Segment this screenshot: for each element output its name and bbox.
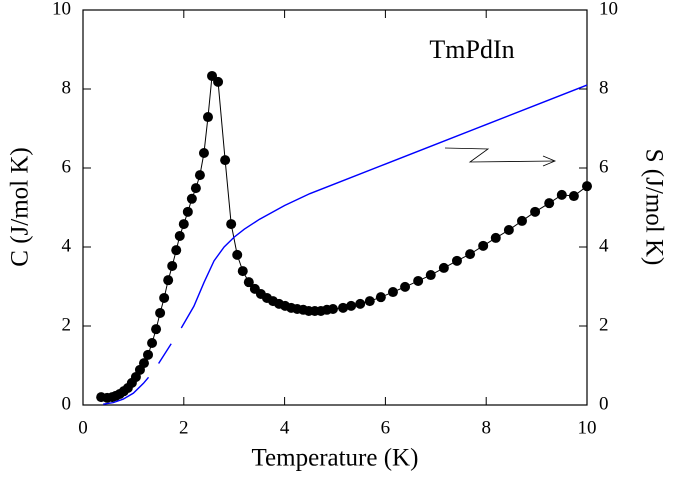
y-tick-label: 2 <box>62 314 72 335</box>
x-tick-label: 8 <box>481 417 491 438</box>
data-point <box>568 191 579 202</box>
arrow <box>444 147 557 167</box>
data-point <box>159 292 170 303</box>
y2-tick-label: 2 <box>599 314 609 335</box>
data-point <box>213 76 224 87</box>
data-point <box>143 349 154 360</box>
connecting-line <box>101 74 588 399</box>
y2-axis-label: S (J/mol K) <box>640 149 667 266</box>
y-tick-label: 8 <box>62 77 72 98</box>
y-tick-label: 4 <box>62 235 72 256</box>
y2-tick-label: 6 <box>599 156 609 177</box>
data-point <box>182 206 193 217</box>
data-point <box>413 275 424 286</box>
x-tick-label: 6 <box>381 417 391 438</box>
data-point <box>220 155 231 166</box>
y-tick-label: 10 <box>52 0 71 19</box>
data-point <box>243 277 254 288</box>
y2-tick-label: 0 <box>599 393 609 414</box>
x-tick-label: 0 <box>78 417 88 438</box>
data-point <box>425 270 436 281</box>
y-tick-label: 0 <box>62 393 72 414</box>
data-point <box>387 287 398 298</box>
y2-tick-label: 8 <box>599 77 609 98</box>
data-point <box>167 260 178 271</box>
y2-tick-label: 4 <box>599 235 609 256</box>
data-point <box>237 266 248 277</box>
annotation: TmPdIn <box>429 35 514 64</box>
data-point <box>346 300 357 311</box>
data-point <box>400 281 411 292</box>
data-point <box>544 198 555 209</box>
data-point <box>556 189 567 200</box>
data-point <box>151 324 162 335</box>
data-point <box>490 232 501 243</box>
x-tick-label: 2 <box>179 417 189 438</box>
data-point <box>198 147 209 158</box>
data-point <box>530 206 541 217</box>
x-axis-label: Temperature (K) <box>252 445 419 472</box>
data-point <box>232 249 243 260</box>
data-point <box>202 112 213 123</box>
x-tick-label: 4 <box>280 417 290 438</box>
y-tick-label: 6 <box>62 156 72 177</box>
data-point <box>327 304 338 315</box>
data-point <box>147 337 158 348</box>
plot-frame <box>82 9 588 406</box>
data-point <box>364 296 375 307</box>
data-point <box>186 193 197 204</box>
data-point <box>503 225 514 236</box>
data-point <box>163 275 174 286</box>
data-point <box>194 170 205 181</box>
data-point <box>516 215 527 226</box>
data-point <box>138 358 149 369</box>
x-tick-label: 10 <box>578 417 597 438</box>
data-point <box>178 219 189 230</box>
data-point <box>451 255 462 266</box>
data-point <box>171 245 182 256</box>
data-point <box>582 181 592 192</box>
data-point <box>375 292 386 303</box>
y2-tick-label: 10 <box>599 0 618 19</box>
line <box>103 84 588 405</box>
data-point <box>190 183 201 194</box>
data-point <box>438 262 449 273</box>
data-point <box>478 240 489 251</box>
data-point <box>338 302 349 313</box>
data-point <box>465 249 476 260</box>
data-point <box>155 307 166 318</box>
y-axis-label: C (J/mol K) <box>7 147 34 266</box>
data-point <box>174 230 185 241</box>
data-point <box>355 298 366 309</box>
data-point <box>226 219 237 230</box>
